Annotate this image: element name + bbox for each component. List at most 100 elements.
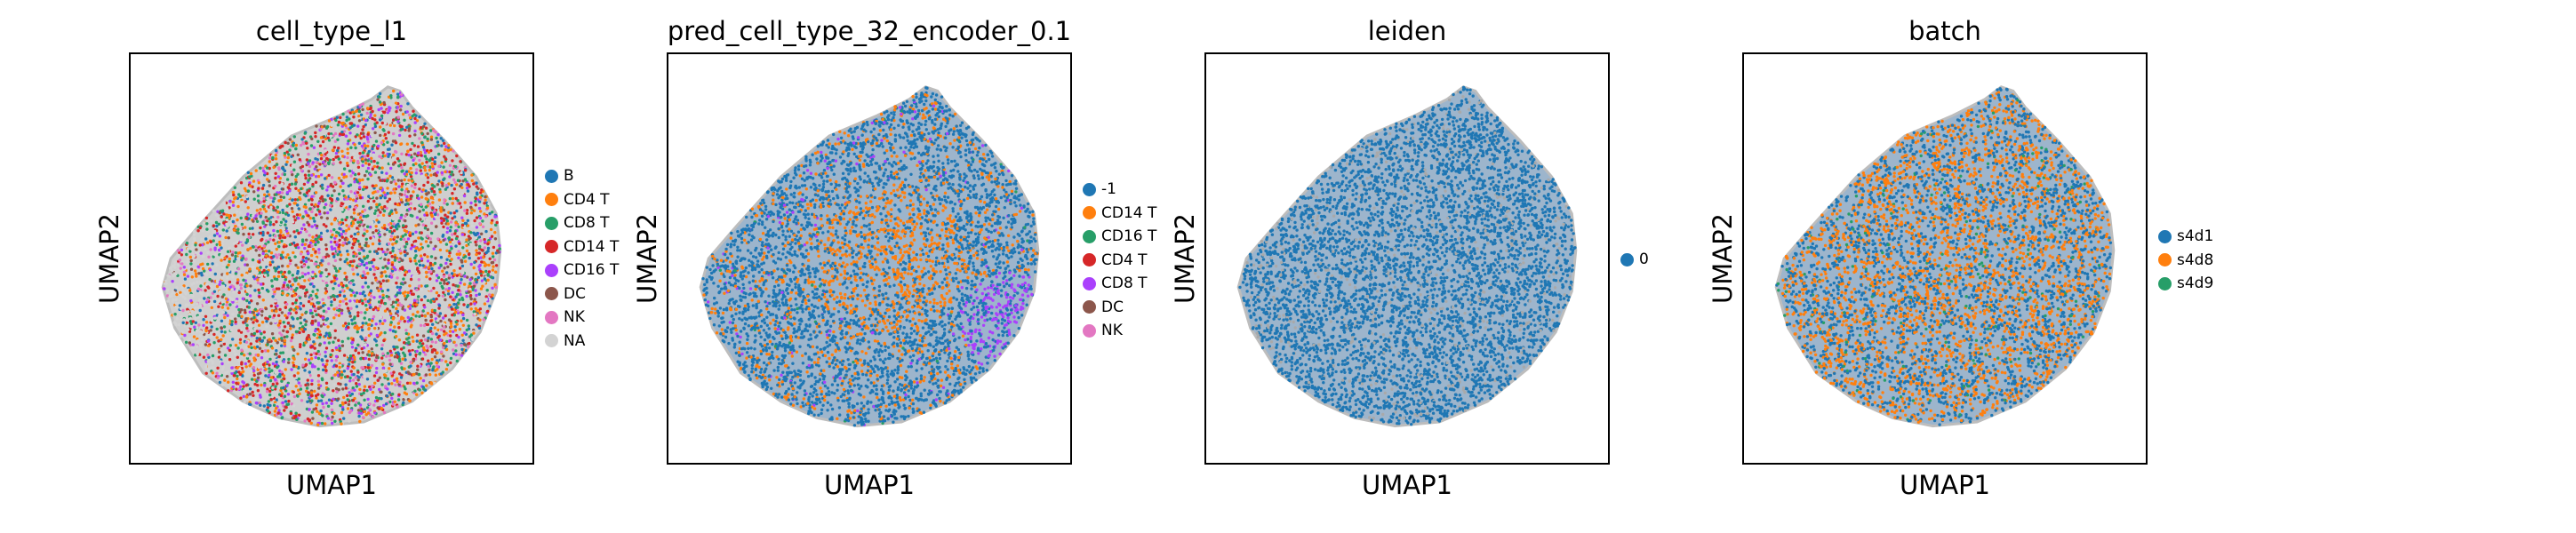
cell-point xyxy=(382,110,387,115)
cell-point xyxy=(418,263,422,267)
cell-point xyxy=(204,329,208,333)
cell-point xyxy=(392,217,396,221)
cell-point xyxy=(174,298,179,302)
cell-point xyxy=(421,378,426,383)
cell-point xyxy=(425,274,428,279)
cell-point xyxy=(408,257,412,261)
cell-point xyxy=(226,225,229,228)
cell-point xyxy=(436,183,440,187)
cell-point xyxy=(474,289,477,292)
cell-point xyxy=(371,415,375,418)
cell-point xyxy=(396,120,400,123)
cell-point xyxy=(376,144,380,148)
cell-point xyxy=(365,389,369,393)
cell-point xyxy=(465,243,468,248)
cell-point xyxy=(221,235,225,239)
cell-point xyxy=(231,285,236,289)
cell-point xyxy=(269,304,273,308)
cell-point xyxy=(476,193,479,196)
cell-point xyxy=(279,412,283,416)
cell-point xyxy=(429,173,433,177)
cell-point xyxy=(475,181,478,185)
cell-point xyxy=(283,342,286,346)
cell-point xyxy=(337,382,340,386)
cell-point xyxy=(339,161,342,164)
cell-point xyxy=(440,278,444,282)
cell-point xyxy=(482,318,485,322)
cell-point xyxy=(221,310,226,314)
cell-point xyxy=(357,376,361,379)
cell-point xyxy=(239,396,243,400)
cell-point xyxy=(330,194,334,197)
cell-point xyxy=(224,297,228,300)
cell-point xyxy=(343,238,348,242)
cell-point xyxy=(488,304,492,308)
cell-point xyxy=(465,238,468,242)
cell-point xyxy=(315,124,318,128)
cell-point xyxy=(446,265,450,269)
cell-point xyxy=(292,308,296,312)
cell-point xyxy=(292,394,297,399)
cell-point xyxy=(383,122,388,125)
cell-point xyxy=(406,190,411,194)
cell-point xyxy=(486,242,490,246)
cell-point xyxy=(291,302,295,306)
cell-point xyxy=(465,211,469,215)
cell-point xyxy=(245,195,249,199)
cell-point xyxy=(428,165,432,169)
cell-point xyxy=(248,175,252,179)
cell-point xyxy=(366,166,371,171)
cell-point xyxy=(413,182,417,187)
cell-point xyxy=(348,205,352,209)
cell-point xyxy=(454,196,458,201)
cell-point xyxy=(286,393,291,396)
cell-point xyxy=(247,345,251,348)
cell-point xyxy=(436,189,439,194)
cell-point xyxy=(435,297,438,301)
cell-point xyxy=(405,125,409,129)
cell-point xyxy=(368,385,372,389)
cell-point xyxy=(337,147,340,150)
cell-point xyxy=(234,282,237,285)
cell-point xyxy=(234,272,238,275)
cell-point xyxy=(443,155,446,158)
cell-point xyxy=(424,373,428,377)
cell-point xyxy=(187,303,190,306)
cell-point xyxy=(426,338,429,343)
cell-point xyxy=(417,284,421,288)
cell-point xyxy=(280,379,284,383)
cell-point xyxy=(321,362,325,367)
cell-point xyxy=(332,272,336,275)
cell-point xyxy=(361,151,365,155)
cell-point xyxy=(345,115,349,119)
cell-point xyxy=(475,243,478,247)
cell-point xyxy=(483,302,487,306)
cell-point xyxy=(439,372,444,376)
cell-point xyxy=(244,395,249,399)
cell-point xyxy=(258,346,262,350)
cell-point xyxy=(229,328,233,332)
cell-point xyxy=(316,399,321,403)
cell-point xyxy=(274,157,278,161)
cell-point xyxy=(396,309,400,314)
cell-point xyxy=(443,282,446,285)
cell-point xyxy=(357,383,361,386)
cell-point xyxy=(191,320,195,323)
cell-point xyxy=(189,259,193,263)
plot-area xyxy=(129,52,534,465)
cell-point xyxy=(211,354,215,358)
cell-point xyxy=(396,398,401,402)
cell-point xyxy=(240,362,244,366)
cell-point xyxy=(213,246,217,250)
cell-point xyxy=(447,274,452,277)
cell-point xyxy=(334,364,339,368)
cell-point xyxy=(413,207,417,211)
cell-point xyxy=(485,289,489,292)
cell-point xyxy=(458,353,461,356)
cell-point xyxy=(371,368,374,372)
cell-point xyxy=(335,243,339,247)
cell-point xyxy=(260,211,263,215)
cell-point xyxy=(388,147,391,151)
cell-point xyxy=(305,238,308,242)
cell-point xyxy=(366,123,370,128)
